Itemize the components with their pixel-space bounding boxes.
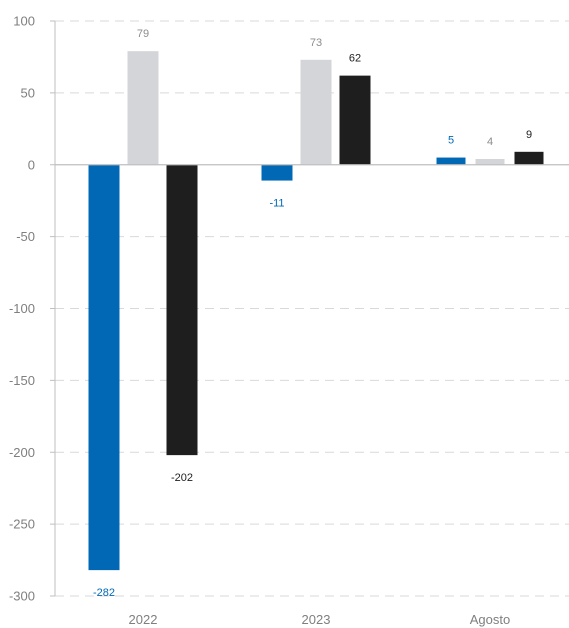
data-label: 79 xyxy=(137,28,149,40)
bar xyxy=(475,159,505,165)
x-category-label: 2023 xyxy=(302,612,331,627)
y-tick-label: -50 xyxy=(16,229,35,244)
y-tick-label: 100 xyxy=(13,14,35,29)
data-label: -11 xyxy=(269,198,284,210)
bar xyxy=(339,75,371,165)
data-label: 9 xyxy=(526,129,532,141)
y-tick-label: -100 xyxy=(9,301,35,316)
x-category-label: Agosto xyxy=(470,612,510,627)
bar xyxy=(261,164,293,181)
data-labels: -282 79 -202 -11 73 62 5 4 9 xyxy=(93,28,532,599)
y-tick-label: 50 xyxy=(21,85,35,100)
y-tick-label: -200 xyxy=(9,445,35,460)
bar xyxy=(127,51,159,165)
y-tick-label: 0 xyxy=(28,157,35,172)
y-tick-label: -250 xyxy=(9,517,35,532)
bars xyxy=(88,51,544,571)
x-axis: 2022 2023 Agosto xyxy=(129,612,511,627)
data-label: 4 xyxy=(487,136,493,148)
bar xyxy=(88,164,120,571)
data-label: 5 xyxy=(448,135,454,147)
data-label: -282 xyxy=(93,587,115,599)
y-axis: 100 50 0 -50 -100 -150 -200 -250 -300 xyxy=(9,14,56,604)
y-tick-label: -300 xyxy=(9,589,35,604)
x-category-label: 2022 xyxy=(129,612,158,627)
bar xyxy=(436,157,466,165)
data-label: -202 xyxy=(171,472,193,484)
y-tick-label: -150 xyxy=(9,373,35,388)
bar xyxy=(514,151,544,165)
data-label: 62 xyxy=(349,53,361,65)
bar xyxy=(166,164,198,456)
data-label: 73 xyxy=(310,37,322,49)
bar xyxy=(300,59,332,165)
